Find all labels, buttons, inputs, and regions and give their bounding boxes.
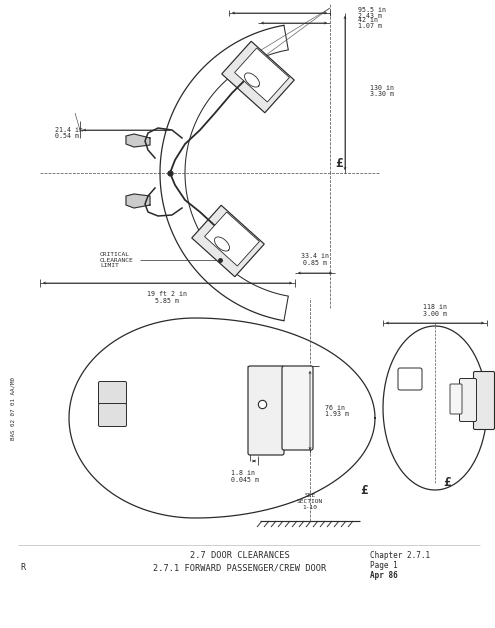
FancyBboxPatch shape [99,381,127,404]
Text: £: £ [335,157,343,170]
Text: 95.5 in
2.43 m: 95.5 in 2.43 m [358,6,386,19]
Text: 130 in
3.30 m: 130 in 3.30 m [370,85,394,97]
Text: 1.8 in
0.045 m: 1.8 in 0.045 m [231,470,259,483]
Text: 19 ft 2 in
5.85 m: 19 ft 2 in 5.85 m [147,291,187,304]
Polygon shape [204,212,259,266]
Text: 118 in
3.00 m: 118 in 3.00 m [423,304,447,317]
FancyBboxPatch shape [398,368,422,390]
Text: £: £ [360,484,367,497]
FancyBboxPatch shape [248,366,284,455]
Text: 2.7.1 FORWARD PASSENGER/CREW DOOR: 2.7.1 FORWARD PASSENGER/CREW DOOR [153,563,327,573]
Text: 76 in
1.93 m: 76 in 1.93 m [325,404,349,418]
Text: 21.4 in
0.54 m: 21.4 in 0.54 m [55,126,83,139]
Text: Page 1: Page 1 [370,561,398,570]
FancyBboxPatch shape [99,404,127,426]
Text: R: R [20,563,25,573]
FancyBboxPatch shape [450,384,462,414]
Text: 2.7 DOOR CLEARANCES: 2.7 DOOR CLEARANCES [190,551,290,561]
Text: SEE
SECTION
1-10: SEE SECTION 1-10 [297,493,323,509]
Polygon shape [222,41,294,113]
FancyBboxPatch shape [282,366,313,450]
Polygon shape [235,48,290,102]
Text: Chapter 2.7.1: Chapter 2.7.1 [370,551,430,561]
Text: CRITICAL
CLEARANCE
LIMIT: CRITICAL CLEARANCE LIMIT [100,252,134,268]
Polygon shape [126,134,150,147]
Polygon shape [192,205,264,277]
FancyBboxPatch shape [459,379,477,421]
Text: 33.4 in
0.85 m: 33.4 in 0.85 m [301,253,329,266]
Polygon shape [126,194,150,208]
Text: Apr 86: Apr 86 [370,571,398,580]
Text: 42 in
1.07 m: 42 in 1.07 m [358,16,382,30]
Text: BAS 02 07 01 AA/M0: BAS 02 07 01 AA/M0 [10,377,15,440]
Text: £: £ [443,476,450,489]
FancyBboxPatch shape [474,372,495,430]
